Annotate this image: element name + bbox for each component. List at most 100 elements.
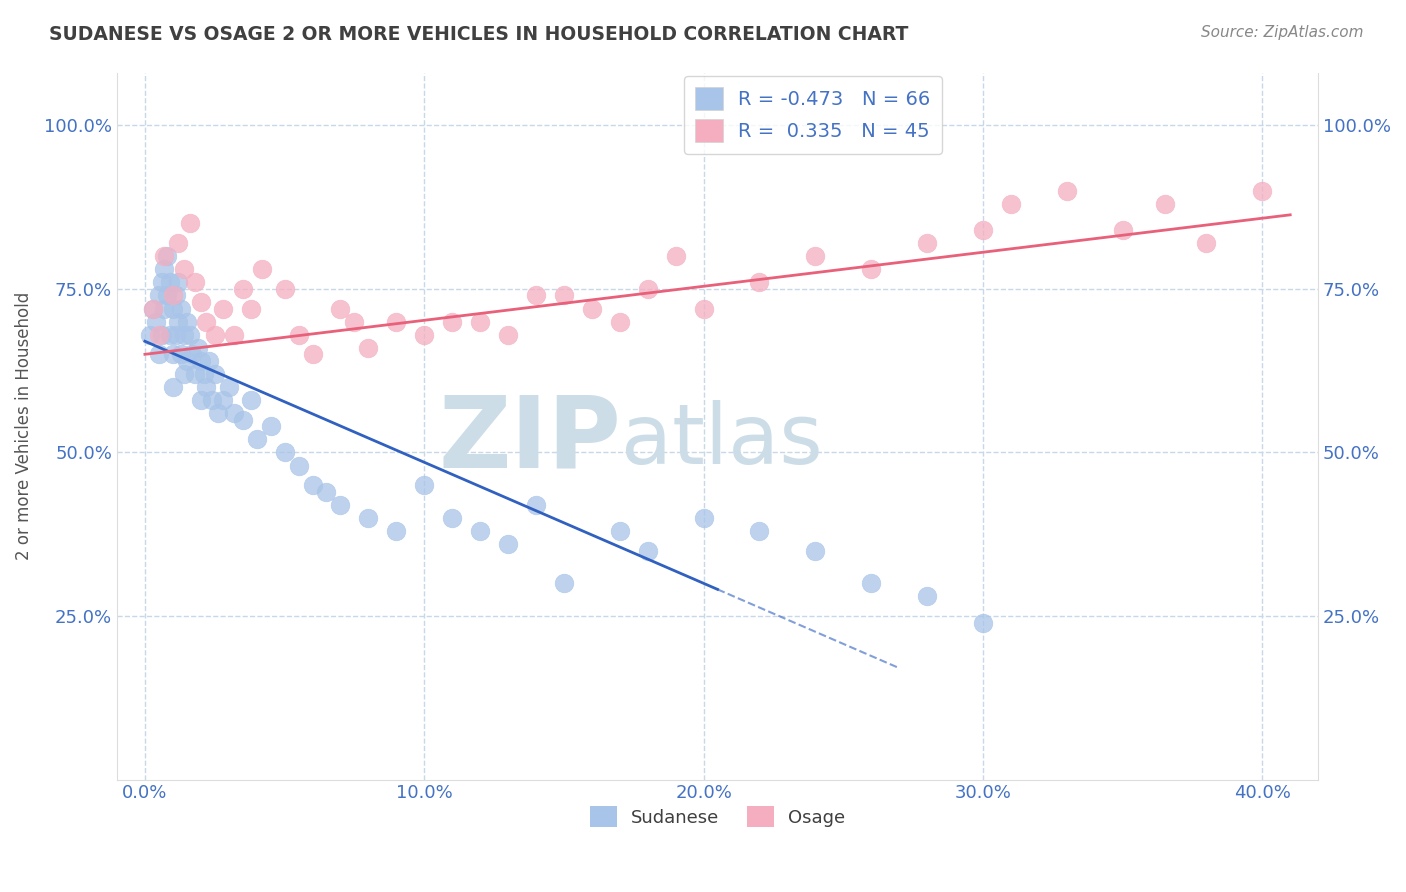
Point bbox=[273, 445, 295, 459]
Point bbox=[224, 327, 246, 342]
Point bbox=[1111, 223, 1133, 237]
Point bbox=[176, 354, 198, 368]
Point bbox=[343, 315, 366, 329]
Point bbox=[142, 301, 165, 316]
Point bbox=[193, 367, 215, 381]
Point bbox=[637, 282, 659, 296]
Point bbox=[860, 576, 883, 591]
Point bbox=[441, 511, 464, 525]
Point bbox=[637, 543, 659, 558]
Point bbox=[207, 406, 229, 420]
Point bbox=[153, 301, 176, 316]
Point bbox=[167, 276, 190, 290]
Point bbox=[139, 327, 162, 342]
Point bbox=[609, 524, 631, 538]
Point bbox=[553, 288, 575, 302]
Point bbox=[159, 276, 181, 290]
Point bbox=[259, 419, 281, 434]
Point bbox=[148, 347, 170, 361]
Point bbox=[972, 615, 994, 630]
Point bbox=[246, 433, 269, 447]
Point bbox=[156, 249, 179, 263]
Point bbox=[524, 288, 547, 302]
Point bbox=[156, 288, 179, 302]
Point bbox=[153, 262, 176, 277]
Point bbox=[385, 524, 408, 538]
Point bbox=[198, 354, 221, 368]
Point bbox=[1000, 197, 1022, 211]
Point bbox=[1153, 197, 1175, 211]
Point bbox=[301, 347, 323, 361]
Point bbox=[176, 315, 198, 329]
Point bbox=[184, 367, 207, 381]
Point bbox=[357, 511, 380, 525]
Text: Source: ZipAtlas.com: Source: ZipAtlas.com bbox=[1201, 25, 1364, 40]
Point bbox=[287, 327, 309, 342]
Point bbox=[692, 511, 714, 525]
Point bbox=[212, 301, 235, 316]
Point bbox=[692, 301, 714, 316]
Point bbox=[162, 301, 184, 316]
Point bbox=[224, 406, 246, 420]
Point bbox=[190, 354, 212, 368]
Point bbox=[287, 458, 309, 473]
Point bbox=[162, 380, 184, 394]
Point bbox=[195, 380, 218, 394]
Point bbox=[581, 301, 603, 316]
Point bbox=[357, 341, 380, 355]
Point bbox=[162, 347, 184, 361]
Point bbox=[804, 543, 827, 558]
Point bbox=[170, 347, 193, 361]
Point bbox=[804, 249, 827, 263]
Point bbox=[385, 315, 408, 329]
Point bbox=[1195, 236, 1218, 251]
Point bbox=[468, 524, 491, 538]
Point bbox=[167, 315, 190, 329]
Point bbox=[148, 327, 170, 342]
Point bbox=[315, 484, 337, 499]
Point bbox=[665, 249, 688, 263]
Point bbox=[145, 315, 167, 329]
Point bbox=[218, 380, 240, 394]
Point bbox=[972, 223, 994, 237]
Point bbox=[232, 282, 254, 296]
Point bbox=[252, 262, 274, 277]
Point bbox=[553, 576, 575, 591]
Point bbox=[748, 276, 770, 290]
Point bbox=[150, 276, 173, 290]
Point bbox=[162, 288, 184, 302]
Point bbox=[468, 315, 491, 329]
Point bbox=[181, 347, 204, 361]
Point bbox=[187, 341, 209, 355]
Point bbox=[413, 478, 436, 492]
Point bbox=[496, 537, 519, 551]
Point bbox=[142, 301, 165, 316]
Legend: Sudanese, Osage: Sudanese, Osage bbox=[582, 799, 852, 834]
Point bbox=[179, 327, 201, 342]
Point bbox=[173, 367, 195, 381]
Point bbox=[212, 393, 235, 408]
Point bbox=[159, 327, 181, 342]
Point bbox=[165, 327, 187, 342]
Point bbox=[860, 262, 883, 277]
Point bbox=[524, 498, 547, 512]
Point bbox=[173, 327, 195, 342]
Point bbox=[301, 478, 323, 492]
Point bbox=[232, 413, 254, 427]
Point bbox=[179, 217, 201, 231]
Point bbox=[329, 498, 352, 512]
Text: ZIP: ZIP bbox=[439, 392, 621, 489]
Point bbox=[190, 295, 212, 310]
Point bbox=[167, 236, 190, 251]
Point bbox=[915, 236, 938, 251]
Point bbox=[441, 315, 464, 329]
Point bbox=[240, 393, 263, 408]
Point bbox=[173, 262, 195, 277]
Point bbox=[1056, 184, 1078, 198]
Y-axis label: 2 or more Vehicles in Household: 2 or more Vehicles in Household bbox=[15, 293, 32, 560]
Point bbox=[748, 524, 770, 538]
Point bbox=[201, 393, 224, 408]
Point bbox=[609, 315, 631, 329]
Point bbox=[170, 301, 193, 316]
Point bbox=[1251, 184, 1274, 198]
